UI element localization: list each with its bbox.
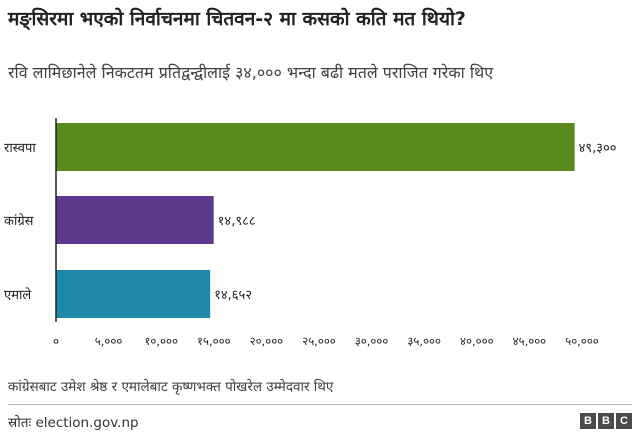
x-tick-label: १०,००० xyxy=(144,334,178,348)
source-text: स्रोतः election.gov.np xyxy=(8,415,139,431)
bar xyxy=(56,270,211,318)
x-tick-label: ३५,००० xyxy=(407,334,441,348)
x-tick-label: ५०,००० xyxy=(565,334,599,348)
x-tick-label: ४०,००० xyxy=(460,334,494,348)
category-label: कांग्रेस xyxy=(4,213,34,229)
x-tick-label: १५,००० xyxy=(197,334,231,348)
x-tick-label: ४५,००० xyxy=(513,334,547,348)
data-label: ४९,३०० xyxy=(579,141,617,156)
data-label: १४,९८८ xyxy=(218,214,256,229)
data-label: १४,६५२ xyxy=(214,288,252,303)
bar xyxy=(56,123,575,171)
category-label: एमाले xyxy=(4,287,31,303)
bbc-logo-letter: B xyxy=(580,413,596,429)
x-tick-label: २०,००० xyxy=(250,334,284,348)
x-tick-label: ३०,००० xyxy=(355,334,389,348)
x-tick-label: ५,००० xyxy=(95,334,123,348)
footer-divider xyxy=(8,404,632,405)
x-tick-label: २५,००० xyxy=(302,334,336,348)
chart-note: कांग्रेसबाट उमेश श्रेष्ठ र एमालेबाट कृष्… xyxy=(8,379,334,395)
bbc-logo-letter: B xyxy=(598,413,614,429)
chart-subtitle: रवि लामिछानेले निकटतम प्रतिद्वन्द्वीलाई … xyxy=(8,63,494,82)
category-label: रास्वपा xyxy=(4,141,36,156)
chart-title: मङ्सिरमा भएको निर्वाचनमा चितवन-२ मा कसको… xyxy=(8,8,466,30)
bbc-logo-letter: C xyxy=(616,413,632,429)
bbc-logo: B B C xyxy=(580,413,632,429)
bar xyxy=(56,196,214,244)
x-tick-label: ० xyxy=(53,334,59,348)
